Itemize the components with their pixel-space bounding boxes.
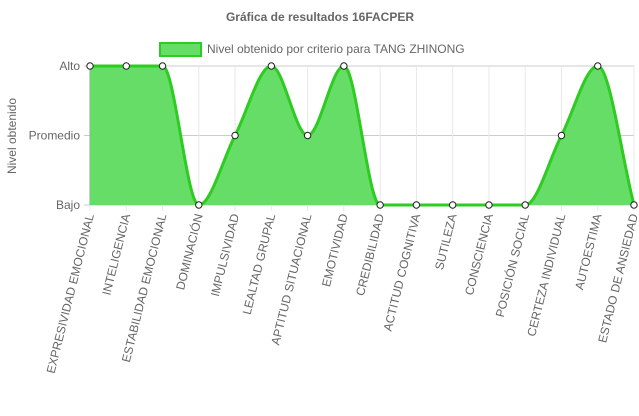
data-point[interactable]	[303, 131, 312, 140]
data-point[interactable]	[412, 201, 421, 209]
x-tick-label: CONSCIENCIA	[462, 212, 496, 296]
data-point[interactable]	[376, 201, 384, 209]
data-point[interactable]	[158, 62, 167, 70]
x-tick-label: CERTEZA INDIVIDUAL	[524, 212, 568, 338]
legend[interactable]: Nivel obtenido por criterio para TANG ZH…	[159, 42, 465, 57]
data-point[interactable]	[231, 131, 239, 140]
x-tick-label: LEALTAD GRUPAL	[240, 212, 279, 316]
legend-label: Nivel obtenido por criterio para TANG ZH…	[207, 42, 465, 56]
x-tick-label: APTITUD SITUACIONAL	[268, 212, 314, 346]
x-tick-label: AUTOESTIMA	[572, 212, 604, 291]
data-point[interactable]	[521, 201, 529, 209]
x-tick-label: ESTADO DE ANSIEDAD	[595, 212, 639, 344]
y-tick-label: Alto	[59, 59, 80, 73]
x-tick-labels: EXPRESIVIDAD EMOCIONAL INTELIGENCIAESTABI…	[44, 212, 639, 375]
data-point[interactable]	[86, 62, 94, 70]
data-point[interactable]	[340, 62, 348, 70]
x-tick-label: EXPRESIVIDAD EMOCIONAL	[44, 212, 97, 375]
y-axis-label: Nivel obtenido	[5, 98, 19, 174]
data-point[interactable]	[594, 62, 602, 70]
data-point[interactable]	[267, 62, 276, 70]
y-tick-label: Bajo	[56, 198, 80, 212]
x-tick-label: ACTITUD COGNITIVA	[381, 212, 424, 332]
x-tick-label: CREDIBILIDAD	[353, 212, 387, 297]
data-point[interactable]	[485, 201, 493, 209]
x-tick-label: SUTILEZA	[432, 212, 459, 271]
chart-title: Gráfica de resultados 16FACPER	[226, 10, 414, 24]
series-line	[90, 64, 636, 207]
data-points	[86, 62, 638, 209]
data-point[interactable]	[630, 201, 638, 209]
legend-swatch	[159, 42, 202, 57]
series-layer	[90, 64, 636, 207]
x-tick-label: EMOTIVIDAD	[319, 212, 351, 288]
y-tick-label: Promedio	[29, 129, 81, 143]
data-point[interactable]	[448, 201, 457, 209]
x-tick-label: POSICIÓN SOCIAL	[492, 212, 532, 319]
x-tick-label: IMPULSIVIDAD	[208, 212, 242, 298]
x-tick-label: DOMINACIÓN	[172, 212, 205, 291]
data-point[interactable]	[195, 201, 203, 209]
x-tick-label: INTELIGENCIA	[99, 212, 133, 296]
data-point[interactable]	[122, 62, 130, 70]
y-tick-labels: Bajo Promedio Alto	[29, 59, 81, 212]
data-point[interactable]	[557, 131, 566, 140]
